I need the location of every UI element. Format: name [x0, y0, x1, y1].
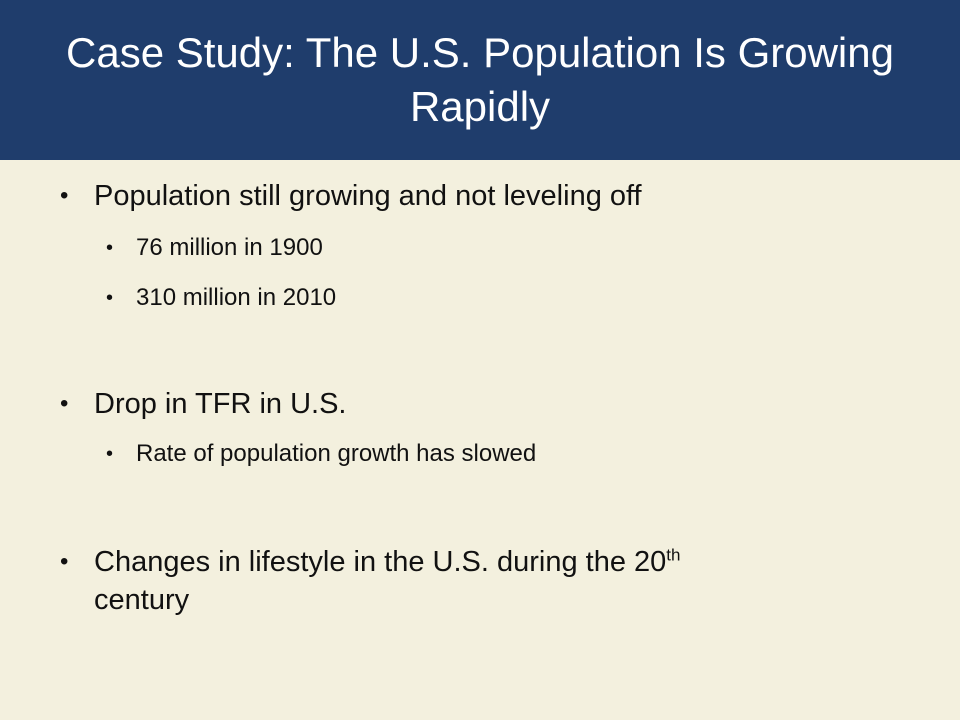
sub-bullet-text: Rate of population growth has slowed	[136, 440, 537, 467]
sub-bullet-marker: •	[106, 287, 114, 309]
bullet-marker: •	[60, 390, 69, 417]
bullet-marker: •	[60, 182, 69, 209]
bullet-lifestyle-changes: • Changes in lifestyle in the U.S. durin…	[60, 543, 900, 619]
bullet-text: Changes in lifestyle in the U.S. during …	[94, 543, 900, 619]
sub-bullet-text: 76 million in 1900	[136, 234, 323, 261]
slide-title: Case Study: The U.S. Population Is Growi…	[66, 29, 894, 130]
bullet-tfr-drop: • Drop in TFR in U.S.	[60, 385, 900, 423]
bullet-population-growing: • Population still growing and not level…	[60, 177, 900, 215]
bullet-text: Drop in TFR in U.S.	[94, 388, 347, 420]
sub-bullet-marker: •	[106, 237, 114, 259]
sub-bullet-1900: • 76 million in 1900	[106, 232, 886, 264]
sub-bullet-text: 310 million in 2010	[136, 284, 337, 311]
ordinal-suffix: th	[666, 545, 681, 565]
bullet-marker: •	[60, 548, 69, 575]
bullet-text-main: Changes in lifestyle in the U.S. during …	[94, 546, 667, 578]
sub-bullet-growth-slowed: • Rate of population growth has slowed	[106, 438, 886, 470]
title-bar: Case Study: The U.S. Population Is Growi…	[0, 0, 960, 160]
bullet-text-continued: century	[94, 584, 190, 616]
bullet-text: Population still growing and not levelin…	[94, 180, 642, 212]
sub-bullet-2010: • 310 million in 2010	[106, 282, 886, 314]
sub-bullet-marker: •	[106, 443, 114, 465]
